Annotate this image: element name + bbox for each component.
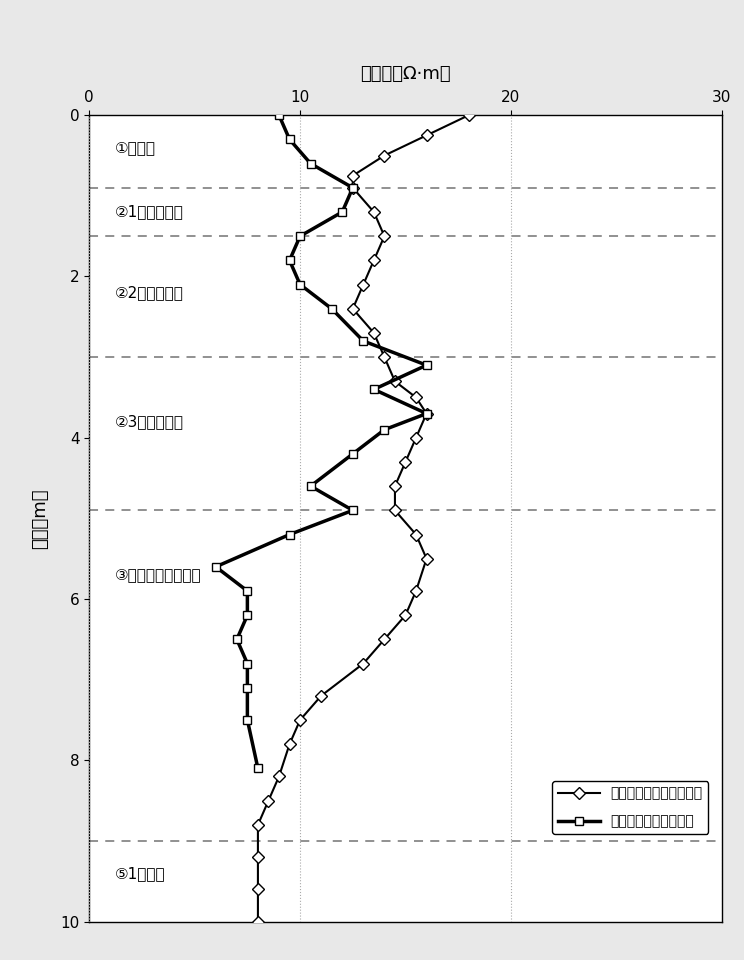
Text: ③层淤泥质粉质粘土: ③层淤泥质粉质粘土 — [115, 567, 201, 583]
Text: ②3层砂质粉土: ②3层砂质粉土 — [115, 414, 184, 429]
Text: ⑤1层粘土: ⑤1层粘土 — [115, 866, 165, 880]
Legend: 未污染区电阻率典型曲线, 污染区电阻率典型曲线: 未污染区电阻率典型曲线, 污染区电阻率典型曲线 — [552, 781, 708, 834]
Text: ②1层粉质粘土: ②1层粉质粘土 — [115, 204, 184, 220]
X-axis label: 电阻率（Ω·m）: 电阻率（Ω·m） — [360, 65, 451, 84]
Text: ①层填土: ①层填土 — [115, 140, 155, 155]
Y-axis label: 深度（m）: 深度（m） — [31, 488, 49, 549]
Text: ②2层砂质粉土: ②2层砂质粉土 — [115, 285, 184, 300]
